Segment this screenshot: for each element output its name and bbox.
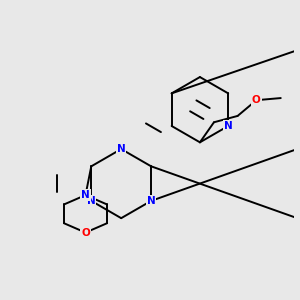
Text: N: N	[117, 144, 126, 154]
Text: O: O	[81, 228, 90, 238]
Text: N: N	[224, 121, 233, 131]
Text: N: N	[147, 196, 155, 206]
Text: O: O	[252, 95, 261, 105]
Text: N: N	[81, 190, 90, 200]
Text: N: N	[87, 196, 96, 206]
